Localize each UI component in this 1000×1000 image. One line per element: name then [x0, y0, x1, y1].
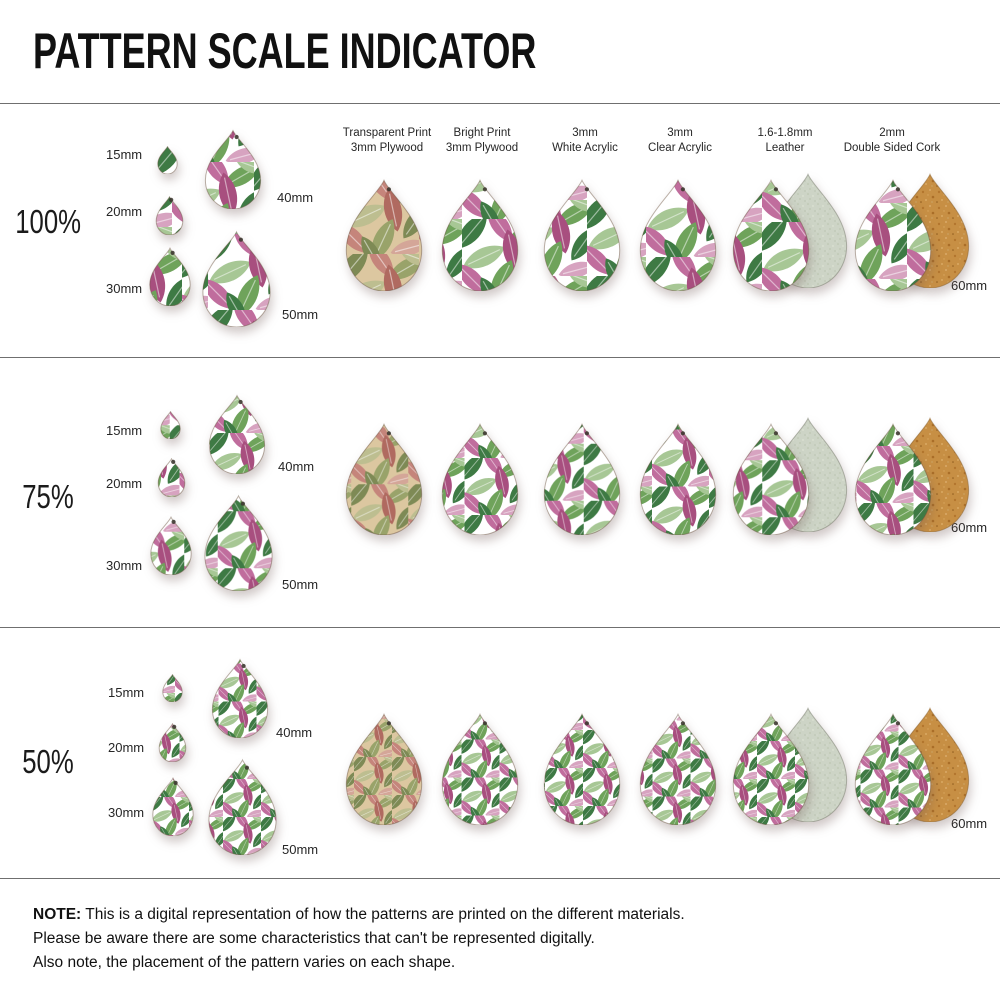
material-header-transparent-plywood: Transparent Print 3mm Plywood: [307, 126, 467, 155]
drop-white-acrylic-100pct: [541, 178, 623, 291]
size-label-60mm-row3: 60mm: [951, 816, 988, 831]
material-header-line: Double Sided Cork: [843, 141, 941, 154]
sample-drop-15mm-100pct: [156, 145, 178, 175]
size-label-50mm-row2: 50mm: [282, 577, 319, 592]
sample-drop-30mm-75pct: [149, 515, 193, 575]
sample-drop-30mm-50pct: [151, 776, 195, 836]
material-header-cork: 2mm Double Sided Cork: [812, 126, 972, 155]
drop-transparent-print-plywood-100pct: [343, 178, 425, 291]
material-header-bright-plywood: Bright Print 3mm Plywood: [402, 126, 562, 155]
note-line-2: Please be aware there are some character…: [33, 930, 595, 947]
scale-label-50: 50%: [22, 743, 74, 780]
sample-drop-40mm-75pct: [207, 394, 267, 475]
size-label-40mm-row3: 40mm: [276, 725, 313, 740]
size-label-20mm-row3: 20mm: [108, 740, 145, 755]
size-label-15mm-row3: 15mm: [108, 685, 145, 700]
separator-line: [0, 103, 1000, 104]
drop-white-acrylic-75pct: [541, 422, 623, 535]
material-header-leather: 1.6-1.8mm Leather: [705, 126, 865, 155]
size-label-40mm-row2: 40mm: [278, 459, 315, 474]
material-header-line: Transparent Print: [342, 127, 432, 139]
separator-line: [0, 357, 1000, 358]
size-label-30mm-row2: 30mm: [106, 558, 143, 573]
sample-drop-50mm-100pct: [200, 230, 273, 327]
material-header-line: 3mm: [667, 127, 693, 139]
drop-leather-50pct: [730, 712, 812, 825]
material-header-line: 2mm: [879, 127, 905, 139]
separator-line: [0, 627, 1000, 628]
sample-drop-50mm-50pct: [206, 758, 279, 855]
page-title: PATTERN SCALE INDICATOR: [33, 23, 537, 79]
material-header-white-acrylic: 3mm White Acrylic: [505, 126, 665, 155]
size-label-15mm-row1: 15mm: [106, 147, 143, 162]
note-text: This is a digital representation of how …: [85, 906, 685, 923]
material-header-clear-acrylic: 3mm Clear Acrylic: [600, 126, 760, 155]
sample-drop-15mm-75pct: [159, 410, 181, 440]
size-label-50mm-row1: 50mm: [282, 307, 319, 322]
size-label-20mm-row2: 20mm: [106, 476, 143, 491]
drop-clear-acrylic-50pct: [637, 712, 719, 825]
scale-label-75: 75%: [22, 478, 74, 515]
drop-bright-print-plywood-50pct: [439, 712, 521, 825]
note-label: NOTE:: [33, 906, 82, 923]
drop-transparent-print-plywood-50pct: [343, 712, 425, 825]
drop-white-acrylic-50pct: [541, 712, 623, 825]
material-header-line: White Acrylic: [552, 141, 618, 154]
size-label-30mm-row1: 30mm: [106, 281, 143, 296]
sample-drop-50mm-75pct: [202, 494, 275, 591]
drop-double-sided-cork-100pct: [852, 178, 934, 291]
sample-drop-20mm-50pct: [158, 722, 187, 762]
sample-drop-40mm-50pct: [210, 658, 270, 739]
note-line-1: NOTE: This is a digital representation o…: [33, 903, 685, 927]
drop-transparent-print-plywood-75pct: [343, 422, 425, 535]
drop-clear-acrylic-100pct: [637, 178, 719, 291]
material-header-line: Clear Acrylic: [648, 141, 712, 154]
scale-label-100: 100%: [15, 203, 82, 240]
drop-double-sided-cork-50pct: [852, 712, 934, 825]
material-header-line: 3mm Plywood: [445, 141, 519, 154]
material-header-line: 3mm Plywood: [350, 141, 424, 154]
size-label-50mm-row3: 50mm: [282, 842, 319, 857]
material-header-line: 1.6-1.8mm: [757, 127, 813, 139]
sample-drop-30mm-100pct: [148, 246, 192, 306]
size-label-60mm-row1: 60mm: [951, 278, 988, 293]
material-header-line: 3mm: [572, 127, 598, 139]
drop-leather-100pct: [730, 178, 812, 291]
size-label-30mm-row3: 30mm: [108, 805, 145, 820]
size-label-40mm-row1: 40mm: [277, 190, 314, 205]
material-header-line: Leather: [765, 141, 805, 154]
drop-leather-75pct: [730, 422, 812, 535]
drop-bright-print-plywood-75pct: [439, 422, 521, 535]
size-label-60mm-row2: 60mm: [951, 520, 988, 535]
sample-drop-20mm-75pct: [157, 457, 186, 497]
material-header-line: Bright Print: [453, 127, 511, 139]
drop-double-sided-cork-75pct: [852, 422, 934, 535]
footer-note: NOTE: This is a digital representation o…: [33, 903, 685, 975]
size-label-15mm-row2: 15mm: [106, 423, 143, 438]
drop-clear-acrylic-75pct: [637, 422, 719, 535]
sample-drop-20mm-100pct: [155, 195, 184, 235]
note-line-3: Also note, the placement of the pattern …: [33, 954, 456, 971]
separator-line: [0, 878, 1000, 879]
sample-drop-15mm-50pct: [161, 673, 183, 703]
drop-bright-print-plywood-100pct: [439, 178, 521, 291]
sample-drop-40mm-100pct: [203, 129, 263, 210]
size-label-20mm-row1: 20mm: [106, 204, 143, 219]
